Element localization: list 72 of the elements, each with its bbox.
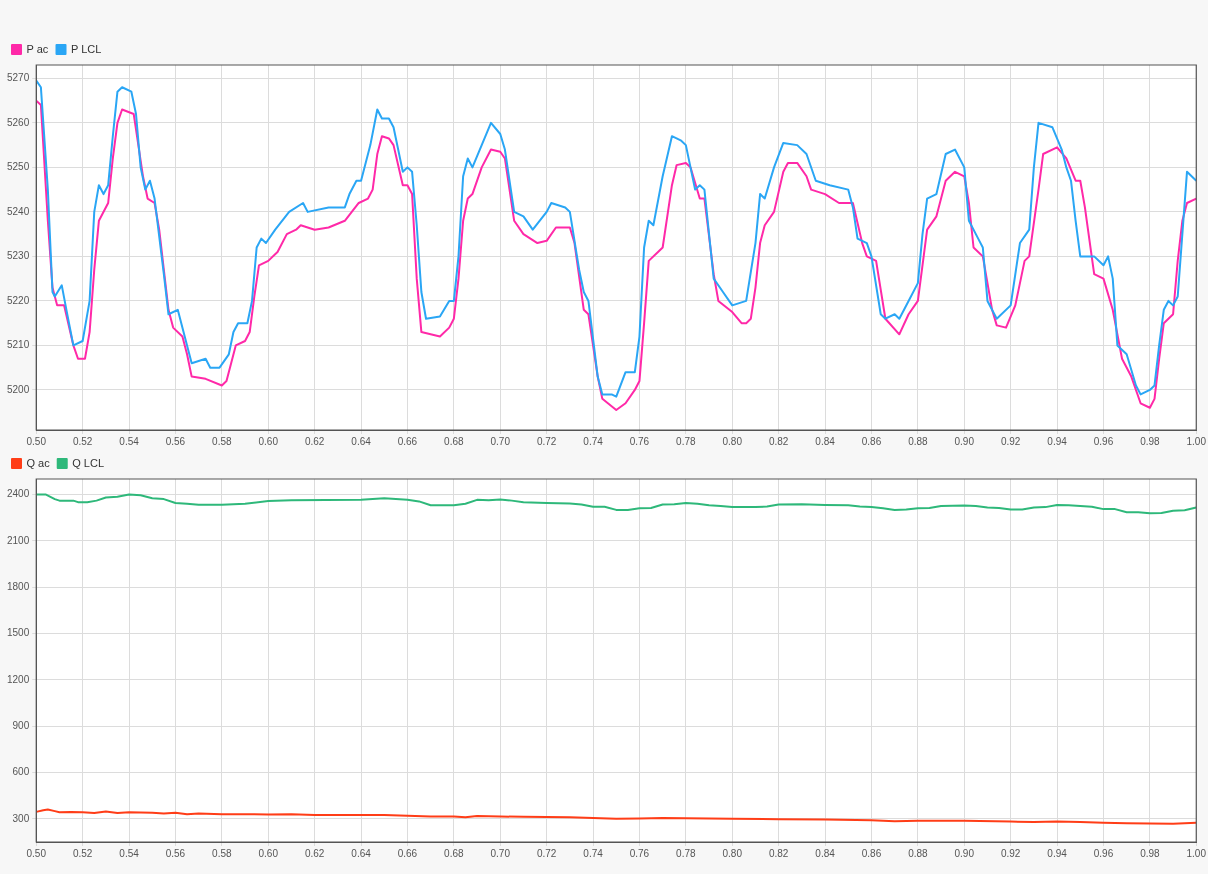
y-tick-label: 1800 [7, 580, 30, 592]
x-tick-label: 0.90 [954, 847, 975, 859]
x-tick-label: 0.96 [1093, 435, 1114, 447]
x-tick-label: 0.84 [815, 435, 836, 447]
x-tick-label: 0.58 [212, 847, 233, 859]
y-tick-label: 1500 [7, 627, 30, 639]
x-tick-label: 0.54 [119, 847, 140, 859]
x-tick-label: 0.56 [165, 435, 186, 447]
x-tick-label: 0.58 [212, 435, 233, 447]
x-tick-label: 0.94 [1047, 847, 1068, 859]
y-tick-label: 600 [12, 766, 30, 778]
x-tick-label: 0.82 [768, 435, 789, 447]
x-tick-label: 0.92 [1000, 847, 1021, 859]
x-tick-label: 0.88 [908, 847, 929, 859]
y-tick-label: 1200 [7, 673, 30, 685]
x-tick-label: 0.50 [26, 847, 47, 859]
x-tick-label: 0.82 [768, 847, 789, 859]
y-tick-label: 2400 [7, 488, 30, 500]
x-tick-label: 0.94 [1047, 435, 1068, 447]
x-tick-label: 0.74 [583, 847, 604, 859]
x-tick-label: 0.76 [629, 847, 650, 859]
x-tick-label: 0.74 [583, 435, 604, 447]
x-tick-label: 0.76 [629, 435, 650, 447]
x-tick-label: 0.98 [1140, 435, 1161, 447]
x-tick-label: 0.86 [861, 847, 882, 859]
x-tick-label: 0.92 [1000, 435, 1021, 447]
x-tick-label: 0.98 [1140, 847, 1161, 859]
x-tick-label: 0.68 [444, 435, 465, 447]
y-tick-label: 5220 [7, 294, 30, 306]
x-tick-label: 0.60 [258, 847, 279, 859]
y-tick-label: 5250 [7, 161, 30, 173]
x-tick-label: 0.66 [397, 435, 418, 447]
y-tick-label: 5200 [7, 383, 30, 395]
x-tick-label: 0.62 [304, 847, 325, 859]
legend-label: Q LCL [72, 456, 105, 469]
legend-label: Q ac [26, 456, 51, 469]
x-tick-label: 0.54 [119, 435, 140, 447]
x-tick-label: 0.96 [1093, 847, 1114, 859]
x-tick-label: 0.88 [908, 435, 929, 447]
y-tick-label: 5230 [7, 250, 30, 262]
x-tick-label: 0.86 [861, 435, 882, 447]
x-tick-label: 1.00 [1186, 847, 1207, 859]
x-tick-label: 0.70 [490, 435, 511, 447]
x-tick-label: 0.68 [444, 847, 465, 859]
y-tick-label: 5240 [7, 205, 30, 217]
x-tick-label: 0.56 [165, 847, 186, 859]
y-tick-label: 5270 [7, 72, 30, 84]
y-tick-label: 5210 [7, 339, 30, 351]
y-tick-label: 900 [12, 719, 30, 731]
legend-label: P LCL [71, 42, 102, 55]
x-tick-label: 0.90 [954, 435, 975, 447]
y-tick-label: 2100 [7, 534, 30, 546]
x-tick-label: 0.50 [26, 435, 47, 447]
x-tick-label: 0.64 [351, 847, 372, 859]
y-tick-label: 5260 [7, 116, 30, 128]
legend-label: P ac [26, 42, 49, 55]
x-tick-label: 0.66 [397, 847, 418, 859]
y-tick-label: 300 [12, 812, 30, 824]
x-tick-label: 0.64 [351, 435, 372, 447]
x-tick-label: 0.52 [72, 435, 93, 447]
x-tick-label: 0.70 [490, 847, 511, 859]
x-tick-label: 0.72 [536, 435, 557, 447]
x-tick-label: 0.52 [72, 847, 93, 859]
x-tick-label: 0.78 [676, 435, 697, 447]
x-tick-label: 0.80 [722, 847, 743, 859]
x-tick-label: 0.84 [815, 847, 836, 859]
x-tick-label: 0.78 [676, 847, 697, 859]
x-tick-label: 0.72 [536, 847, 557, 859]
x-tick-label: 0.62 [304, 435, 325, 447]
x-tick-label: 1.00 [1186, 435, 1207, 447]
x-tick-label: 0.80 [722, 435, 743, 447]
x-tick-label: 0.60 [258, 435, 279, 447]
